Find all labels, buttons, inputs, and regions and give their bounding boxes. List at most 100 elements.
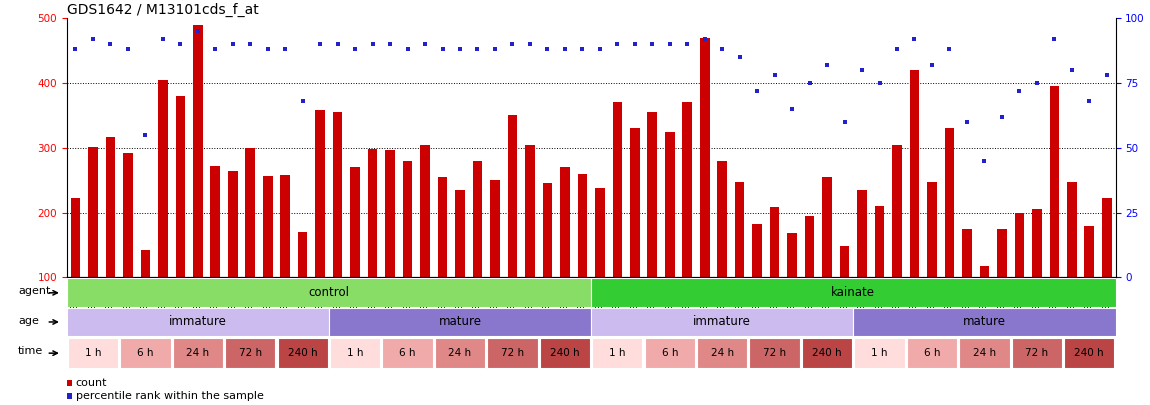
Point bbox=[696, 36, 714, 42]
Point bbox=[485, 46, 504, 53]
Point bbox=[416, 41, 435, 47]
Point bbox=[363, 41, 382, 47]
Point bbox=[748, 87, 766, 94]
Bar bbox=[802, 338, 852, 369]
Bar bbox=[140, 250, 151, 277]
Text: count: count bbox=[76, 378, 107, 388]
Text: 240 h: 240 h bbox=[550, 348, 580, 358]
Bar bbox=[383, 338, 432, 369]
Point bbox=[591, 46, 610, 53]
Bar bbox=[613, 102, 622, 277]
Point bbox=[381, 41, 399, 47]
Point bbox=[329, 41, 347, 47]
Point bbox=[189, 28, 207, 34]
Bar bbox=[630, 128, 639, 277]
Bar bbox=[281, 175, 290, 277]
Text: 72 h: 72 h bbox=[1026, 348, 1049, 358]
Bar bbox=[591, 308, 853, 336]
Bar bbox=[473, 161, 482, 277]
Bar bbox=[68, 338, 118, 369]
Bar bbox=[875, 206, 884, 277]
Bar bbox=[193, 25, 202, 277]
Text: 72 h: 72 h bbox=[239, 348, 262, 358]
Text: 24 h: 24 h bbox=[973, 348, 996, 358]
Point bbox=[118, 46, 137, 53]
Bar bbox=[228, 171, 238, 277]
Bar bbox=[647, 112, 657, 277]
Bar bbox=[332, 112, 343, 277]
Text: kainate: kainate bbox=[831, 286, 875, 299]
Bar bbox=[927, 181, 937, 277]
Bar bbox=[123, 153, 132, 277]
Point bbox=[1028, 80, 1046, 86]
Bar bbox=[910, 70, 919, 277]
Bar bbox=[330, 338, 381, 369]
Bar bbox=[526, 145, 535, 277]
Bar bbox=[543, 183, 552, 277]
Bar bbox=[595, 188, 605, 277]
Bar bbox=[420, 145, 430, 277]
Bar bbox=[385, 150, 394, 277]
Bar bbox=[805, 216, 814, 277]
Text: 6 h: 6 h bbox=[137, 348, 154, 358]
Text: mature: mature bbox=[963, 315, 1006, 328]
Point bbox=[277, 220, 296, 226]
Bar bbox=[592, 338, 643, 369]
Point bbox=[434, 46, 452, 53]
Point bbox=[84, 36, 102, 42]
Bar bbox=[435, 338, 485, 369]
Bar bbox=[315, 110, 325, 277]
Bar bbox=[944, 128, 954, 277]
Point bbox=[398, 46, 416, 53]
Bar bbox=[1067, 181, 1076, 277]
Bar bbox=[963, 229, 972, 277]
Point bbox=[1063, 67, 1081, 73]
Bar bbox=[840, 246, 850, 277]
Point bbox=[713, 46, 731, 53]
Bar bbox=[1084, 226, 1094, 277]
Point bbox=[766, 72, 784, 79]
Point bbox=[608, 41, 627, 47]
Text: 6 h: 6 h bbox=[399, 348, 416, 358]
Bar bbox=[700, 38, 710, 277]
Point bbox=[538, 46, 557, 53]
Bar bbox=[577, 174, 588, 277]
Text: control: control bbox=[308, 286, 350, 299]
Bar bbox=[980, 266, 989, 277]
Text: percentile rank within the sample: percentile rank within the sample bbox=[76, 391, 263, 401]
Text: 24 h: 24 h bbox=[186, 348, 209, 358]
Point bbox=[975, 158, 994, 164]
Point bbox=[451, 46, 469, 53]
Bar bbox=[225, 338, 275, 369]
Bar bbox=[106, 137, 115, 277]
Point bbox=[1045, 36, 1064, 42]
Text: mature: mature bbox=[438, 315, 482, 328]
Point bbox=[1080, 98, 1098, 104]
Bar bbox=[210, 166, 220, 277]
Point bbox=[941, 46, 959, 53]
Point bbox=[67, 46, 85, 53]
Text: 240 h: 240 h bbox=[1074, 348, 1104, 358]
Point bbox=[346, 46, 365, 53]
Bar bbox=[245, 148, 255, 277]
Point bbox=[992, 113, 1011, 120]
Point bbox=[660, 41, 678, 47]
Bar bbox=[735, 181, 744, 277]
Point bbox=[242, 41, 260, 47]
Bar bbox=[822, 177, 831, 277]
Point bbox=[223, 41, 241, 47]
Bar bbox=[697, 338, 748, 369]
Text: 1 h: 1 h bbox=[85, 348, 101, 358]
Bar bbox=[539, 338, 590, 369]
Text: 240 h: 240 h bbox=[288, 348, 317, 358]
Text: 1 h: 1 h bbox=[347, 348, 363, 358]
Bar bbox=[788, 233, 797, 277]
Bar bbox=[277, 338, 328, 369]
Text: 6 h: 6 h bbox=[661, 348, 678, 358]
Point bbox=[573, 46, 591, 53]
Bar bbox=[907, 338, 957, 369]
Bar bbox=[176, 96, 185, 277]
Point bbox=[958, 119, 976, 125]
Text: agent: agent bbox=[18, 286, 51, 296]
Text: 72 h: 72 h bbox=[501, 348, 524, 358]
